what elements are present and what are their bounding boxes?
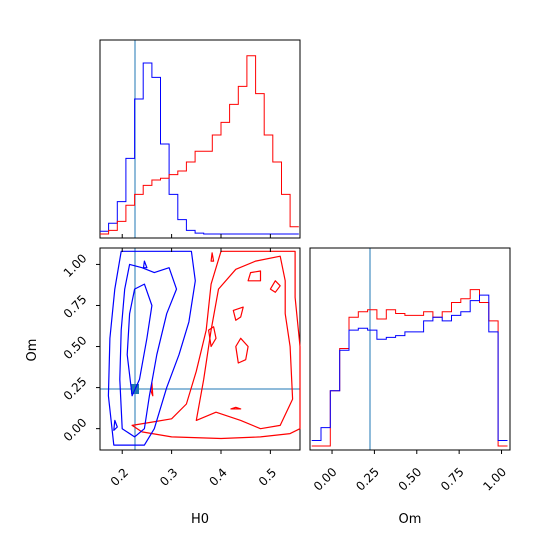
hist-h0-red-series: [100, 55, 299, 235]
contour-red-6: [208, 326, 217, 348]
panel-frame-hist-h0: [99, 39, 301, 239]
x-axis-label-om: Om: [399, 512, 422, 527]
panel-2d-h0-om: [99, 247, 301, 451]
contour-red-4: [247, 270, 262, 282]
hist-om-red-series: [311, 289, 508, 447]
x-tick-label-om: 0.00: [311, 465, 340, 494]
x-tick-label-om: 0.25: [353, 465, 382, 494]
panel-frame-2d: [99, 247, 301, 451]
contour-red-0: [131, 250, 301, 440]
panel-hist-h0: [99, 39, 301, 239]
contour-red-7: [230, 406, 242, 410]
contour-red-2: [235, 337, 249, 364]
y-tick-label-om: 1.00: [61, 251, 90, 280]
x-axis-label-h0: H0: [191, 512, 209, 527]
hist-h0-blue-series: [100, 62, 299, 235]
contour-blue-1: [119, 263, 178, 438]
y-tick-label-om: 0.25: [61, 374, 90, 403]
y-tick-label-om: 0.75: [61, 292, 90, 321]
contour-blue-4: [142, 260, 148, 269]
x-tick-label-h0: 0.4: [206, 465, 229, 488]
contour-red-1: [195, 255, 294, 430]
chart-marks: 0.2 0.3 0.4 0.5 0.00 0.25 0.50 0.75 1.00 0.00 0.25…: [61, 55, 509, 494]
x-tick-label-om: 0.75: [438, 465, 467, 494]
contour-blue-3: [113, 419, 118, 431]
contour-red-3: [269, 280, 281, 293]
panel-hist-om: [309, 247, 511, 451]
y-axis-label-om: Om: [25, 339, 40, 362]
hist-om-blue-series: [311, 294, 508, 441]
contour-blue-2: [126, 283, 153, 397]
x-tick-label-h0: 0.5: [256, 465, 279, 488]
x-tick-label-om: 1.00: [480, 465, 509, 494]
y-tick-label-om: 0.50: [61, 333, 90, 362]
panel-frame-hist-om: [309, 247, 511, 451]
contour-red-8: [210, 252, 215, 262]
contour-blue-0: [107, 250, 196, 446]
x-tick-label-h0: 0.3: [157, 465, 180, 488]
y-tick-label-om: 0.00: [61, 415, 90, 444]
x-tick-label-om: 0.50: [396, 465, 425, 494]
x-tick-label-h0: 0.2: [108, 465, 131, 488]
contour-red-5: [232, 306, 244, 321]
